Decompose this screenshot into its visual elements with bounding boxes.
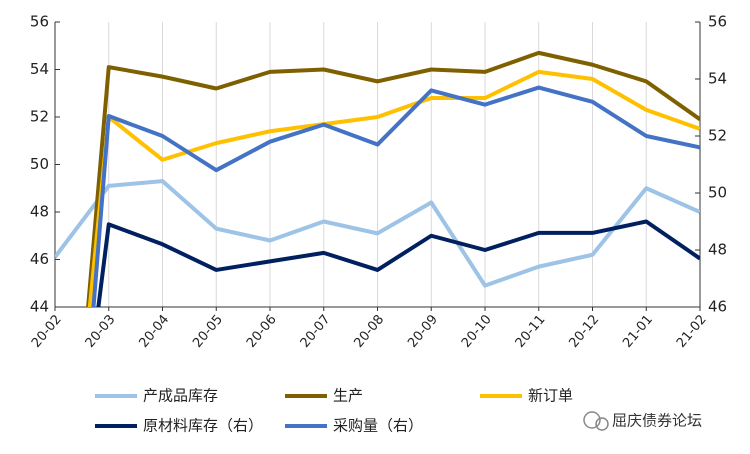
watermark-icon [595, 417, 609, 431]
y2-tick-label: 52 [708, 127, 727, 145]
x-tick-label: 21-02 [674, 312, 710, 351]
x-tick-label: 20-12 [566, 312, 602, 351]
x-tick-label: 21-01 [620, 312, 656, 351]
series-line [91, 85, 700, 307]
y2-tick-label: 50 [708, 184, 727, 202]
y-tick-label: 54 [30, 60, 49, 78]
y-tick-label: 56 [30, 13, 49, 31]
y2-tick-label: 56 [708, 13, 727, 31]
watermark-text: 屈庆债券论坛 [612, 412, 702, 430]
y-tick-label: 46 [30, 250, 49, 268]
x-tick-label: 20-11 [513, 312, 549, 351]
series-line [86, 50, 700, 307]
y2-tick-label: 48 [708, 241, 727, 259]
y-tick-label: 52 [30, 108, 49, 126]
x-tick-label: 20-07 [298, 312, 334, 351]
x-tick-label: 20-06 [244, 312, 280, 351]
series-line [96, 219, 700, 307]
x-tick-label: 20-02 [29, 312, 65, 351]
x-tick-label: 20-09 [405, 312, 441, 351]
watermark: 屈庆债券论坛 [583, 411, 702, 431]
legend-label: 采购量（右） [333, 417, 423, 435]
y2-tick-label: 46 [708, 298, 727, 316]
y-tick-label: 50 [30, 155, 49, 173]
y2-tick-label: 54 [708, 70, 727, 88]
x-tick-label: 20-05 [190, 312, 226, 351]
legend-label: 原材料库存（右） [143, 417, 263, 435]
series-line [55, 179, 700, 288]
legend-label: 生产 [333, 387, 363, 405]
watermark-icon [583, 411, 601, 429]
x-tick-label: 20-08 [351, 312, 387, 351]
series-line [87, 69, 700, 307]
y-tick-label: 48 [30, 203, 49, 221]
legend-label: 新订单 [528, 387, 573, 405]
x-tick-label: 20-04 [136, 312, 172, 351]
y-tick-label: 44 [30, 298, 49, 316]
legend-label: 产成品库存 [143, 387, 218, 405]
plot [55, 50, 700, 307]
x-tick-label: 20-10 [459, 312, 495, 351]
x-tick-label: 20-03 [83, 312, 119, 351]
